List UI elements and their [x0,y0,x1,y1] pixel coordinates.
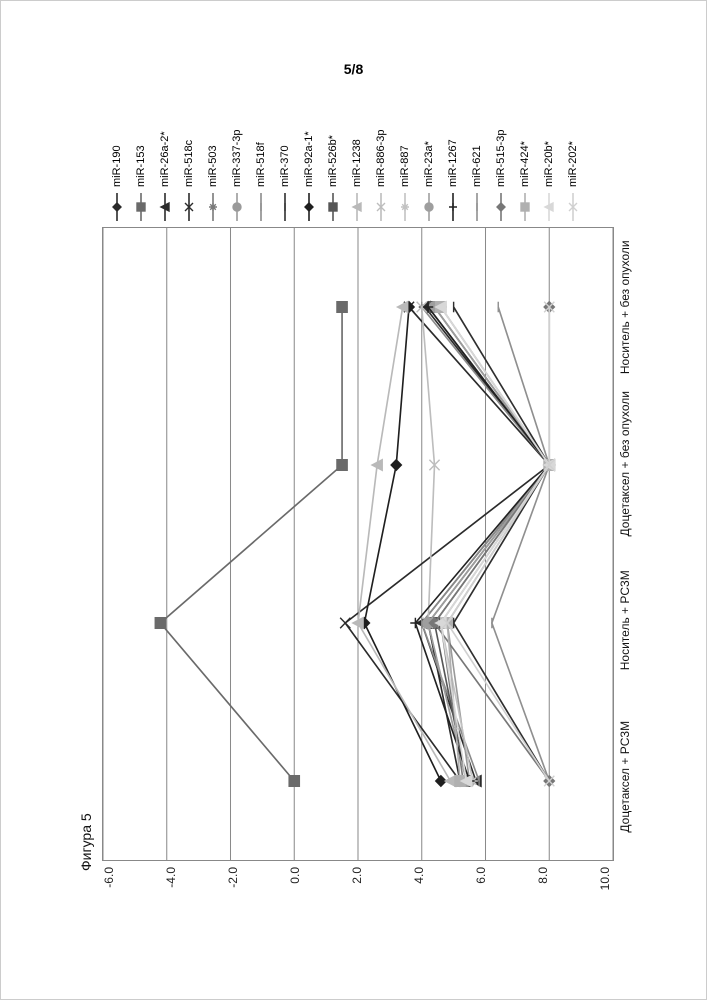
x-category-label: Носитель + PC3M [612,542,632,699]
legend-swatch [326,193,340,221]
legend-label: miR-515-3p [495,130,507,187]
legend-label: miR-92a-1* [303,131,315,187]
legend-swatch [470,193,484,221]
series-line [358,307,450,781]
legend-label: miR-424* [519,141,531,187]
legend-swatch [110,193,124,221]
legend-item: miR-518c [178,101,200,221]
series-marker [391,460,401,471]
legend-label: miR-621 [471,145,483,187]
legend-item: miR-503 [202,101,224,221]
series-marker [445,776,455,787]
series-line [441,307,549,781]
legend-swatch [134,193,148,221]
legend-label: miR-153 [135,145,147,187]
legend-item: miR-337-3p [226,101,248,221]
x-category-label: Доцетаксел + без опухоли [612,386,632,543]
legend-swatch [182,193,196,221]
series-line [415,307,549,781]
legend-item: miR-20b* [538,101,560,221]
y-tick-label: -2.0 [226,867,240,888]
legend-item: miR-92a-1* [298,101,320,221]
legend-swatch [518,193,532,221]
x-category-label: Носитель + без опухоли [612,229,632,386]
legend-swatch [422,193,436,221]
legend-swatch [566,193,580,221]
series-marker [337,302,347,313]
legend-item: miR-621 [466,101,488,221]
series-marker [337,460,347,471]
x-category-label: Доцетаксел + PC3M [612,699,632,856]
legend-swatch [206,193,220,221]
legend-label: miR-518f [255,142,267,187]
legend-swatch [494,193,508,221]
legend-item: miR-370 [274,101,296,221]
chart-area: -6.0-4.0-2.00.02.04.06.08.010.0 miR-190m… [102,101,612,901]
y-tick-label: 2.0 [350,867,364,884]
figure-block: Фигура 5 -6.0 -4.0 -2.0 0.0 2.0 4.0 6.0 8.0 10.0… [74,101,634,901]
legend-item: miR-1267 [442,101,464,221]
legend-label: miR-337-3p [231,130,243,187]
chart-svg [102,227,614,861]
legend-label: miR-1267 [447,139,459,187]
legend-label: miR-526b* [327,135,339,187]
legend: miR-190 miR-153 miR-26a-2* miR-518c miR-503 m… [102,101,612,229]
legend-item: miR-424* [514,101,536,221]
legend-swatch [398,193,412,221]
series-line [160,307,342,781]
series-line [345,307,549,781]
legend-label: miR-20b* [543,141,555,187]
legend-label: miR-887 [399,145,411,187]
page: 5/8 Фигура 5 -6.0 -4.0 -2.0 0.0 2.0 4.0 6.0 8.0… [0,0,707,1000]
legend-swatch [302,193,316,221]
legend-swatch [542,193,556,221]
y-tick-label: -6.0 [102,867,116,888]
figure-title: Фигура 5 [78,101,94,871]
legend-label: miR-1238 [351,139,363,187]
y-tick-label: -4.0 [164,867,178,888]
legend-item: miR-26a-2* [154,101,176,221]
x-axis-labels: Доцетаксел + PC3MНоситель + PC3MДоцетакс… [612,229,632,855]
legend-swatch [374,193,388,221]
legend-label: miR-190 [111,145,123,187]
legend-label: miR-23a* [423,141,435,187]
series-line [364,307,441,781]
series-line [454,307,550,781]
legend-swatch [446,193,460,221]
legend-label: miR-202* [567,141,579,187]
legend-item: miR-515-3p [490,101,512,221]
plot-region [102,229,612,861]
y-axis-labels: -6.0 -4.0 -2.0 0.0 2.0 4.0 6.0 8.0 10.0 [102,861,612,901]
legend-item: miR-1238 [346,101,368,221]
legend-swatch [158,193,172,221]
legend-label: miR-26a-2* [159,131,171,187]
legend-label: miR-518c [183,140,195,187]
y-tick-label: 8.0 [536,867,550,884]
y-tick-label: 4.0 [412,867,426,884]
y-tick-label: 6.0 [474,867,488,884]
y-tick-label: 10.0 [598,867,612,890]
legend-item: miR-518f [250,101,272,221]
legend-item: miR-202* [562,101,584,221]
legend-item: miR-190 [106,101,128,221]
legend-swatch [254,193,268,221]
legend-item: miR-153 [130,101,152,221]
legend-item: miR-886-3p [370,101,392,221]
legend-label: miR-886-3p [375,130,387,187]
legend-swatch [230,193,244,221]
series-marker [340,618,350,629]
legend-item: miR-887 [394,101,416,221]
y-tick-label: 0.0 [288,867,302,884]
series-marker [155,618,165,629]
legend-swatch [278,193,292,221]
series-marker [289,776,299,787]
legend-swatch [350,193,364,221]
legend-item: miR-23a* [418,101,440,221]
legend-label: miR-370 [279,145,291,187]
legend-label: miR-503 [207,145,219,187]
legend-item: miR-526b* [322,101,344,221]
page-number: 5/8 [344,61,363,77]
